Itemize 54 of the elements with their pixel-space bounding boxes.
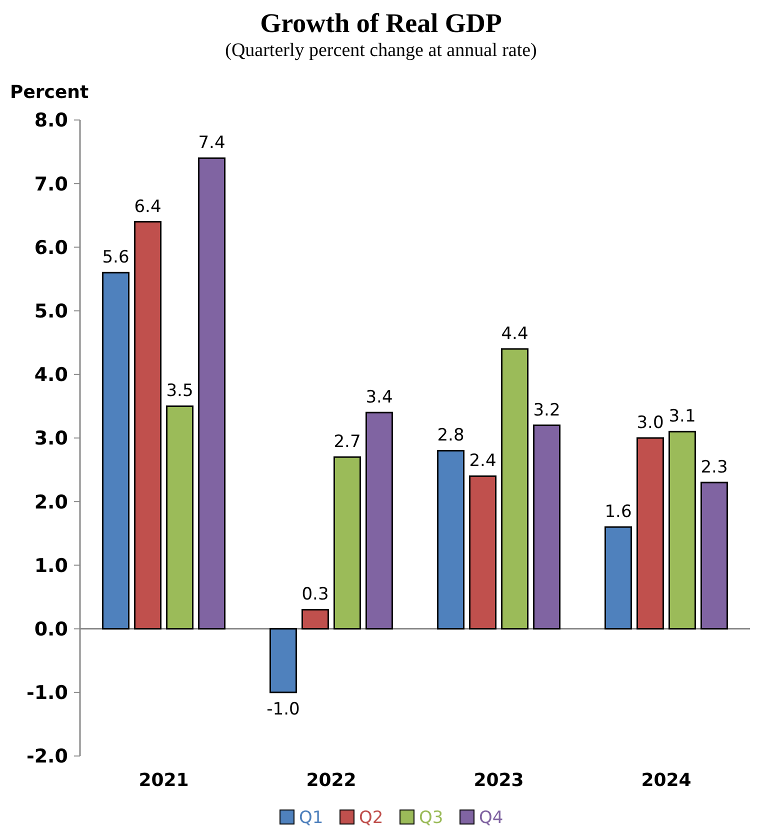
y-tick-label: 0.0: [34, 618, 68, 640]
data-label: 5.6: [102, 248, 130, 268]
y-tick-label: -2.0: [26, 746, 68, 768]
bar: [636, 437, 664, 630]
data-label: 2.3: [700, 458, 728, 478]
y-tick-label: 4.0: [34, 364, 68, 386]
data-label: 3.1: [668, 406, 696, 427]
data-label: 3.2: [533, 400, 560, 420]
bar: [198, 157, 226, 630]
bar: [270, 628, 297, 694]
y-tick-label: 1.0: [34, 554, 68, 577]
chart-subtitle: (Quarterly percent change at annual rate): [225, 40, 537, 61]
data-label: 2.8: [437, 426, 464, 446]
bar: [134, 221, 162, 630]
y-axis-title: Percent: [10, 82, 89, 103]
data-label: 7.4: [198, 133, 226, 154]
bar: [501, 348, 528, 630]
bar: [604, 526, 632, 630]
data-label: -1.0: [266, 699, 300, 720]
y-tick-label: 3.0: [34, 428, 68, 450]
data-label: 2.4: [469, 451, 496, 472]
y-tick-label: 5.0: [34, 300, 68, 322]
y-tick-label: 2.0: [34, 491, 68, 514]
legend-label: Q2: [359, 808, 384, 828]
y-tick-label: -1.0: [26, 682, 68, 704]
x-tick-label: 2021: [138, 770, 189, 791]
y-tick-label: 7.0: [34, 173, 68, 196]
bar: [334, 456, 361, 630]
data-label: 0.3: [302, 584, 329, 605]
legend-label: Q4: [479, 808, 504, 828]
bar: [437, 450, 464, 630]
legend-label: Q1: [299, 808, 324, 828]
data-label: 6.4: [134, 196, 162, 217]
data-label: 3.0: [636, 413, 664, 433]
data-label: 4.4: [501, 324, 528, 344]
legend-label: Q3: [419, 808, 444, 828]
data-label: 3.4: [366, 388, 393, 408]
bar: [302, 608, 329, 630]
data-label: 2.7: [334, 432, 361, 452]
y-tick-label: 8.0: [34, 110, 68, 132]
bar: [102, 272, 130, 630]
y-tick-label: 6.0: [34, 236, 68, 259]
bar: [166, 405, 194, 630]
x-tick-label: 2022: [306, 770, 356, 791]
data-label: 1.6: [604, 502, 632, 522]
bar: [366, 412, 393, 630]
bar: [533, 424, 560, 630]
data-label: 3.5: [166, 381, 194, 402]
x-tick-label: 2023: [474, 770, 524, 791]
chart-title: Growth of Real GDP: [260, 8, 502, 38]
x-tick-label: 2024: [641, 770, 692, 791]
bar: [469, 475, 496, 630]
bar: [668, 430, 696, 630]
bar: [700, 482, 728, 630]
